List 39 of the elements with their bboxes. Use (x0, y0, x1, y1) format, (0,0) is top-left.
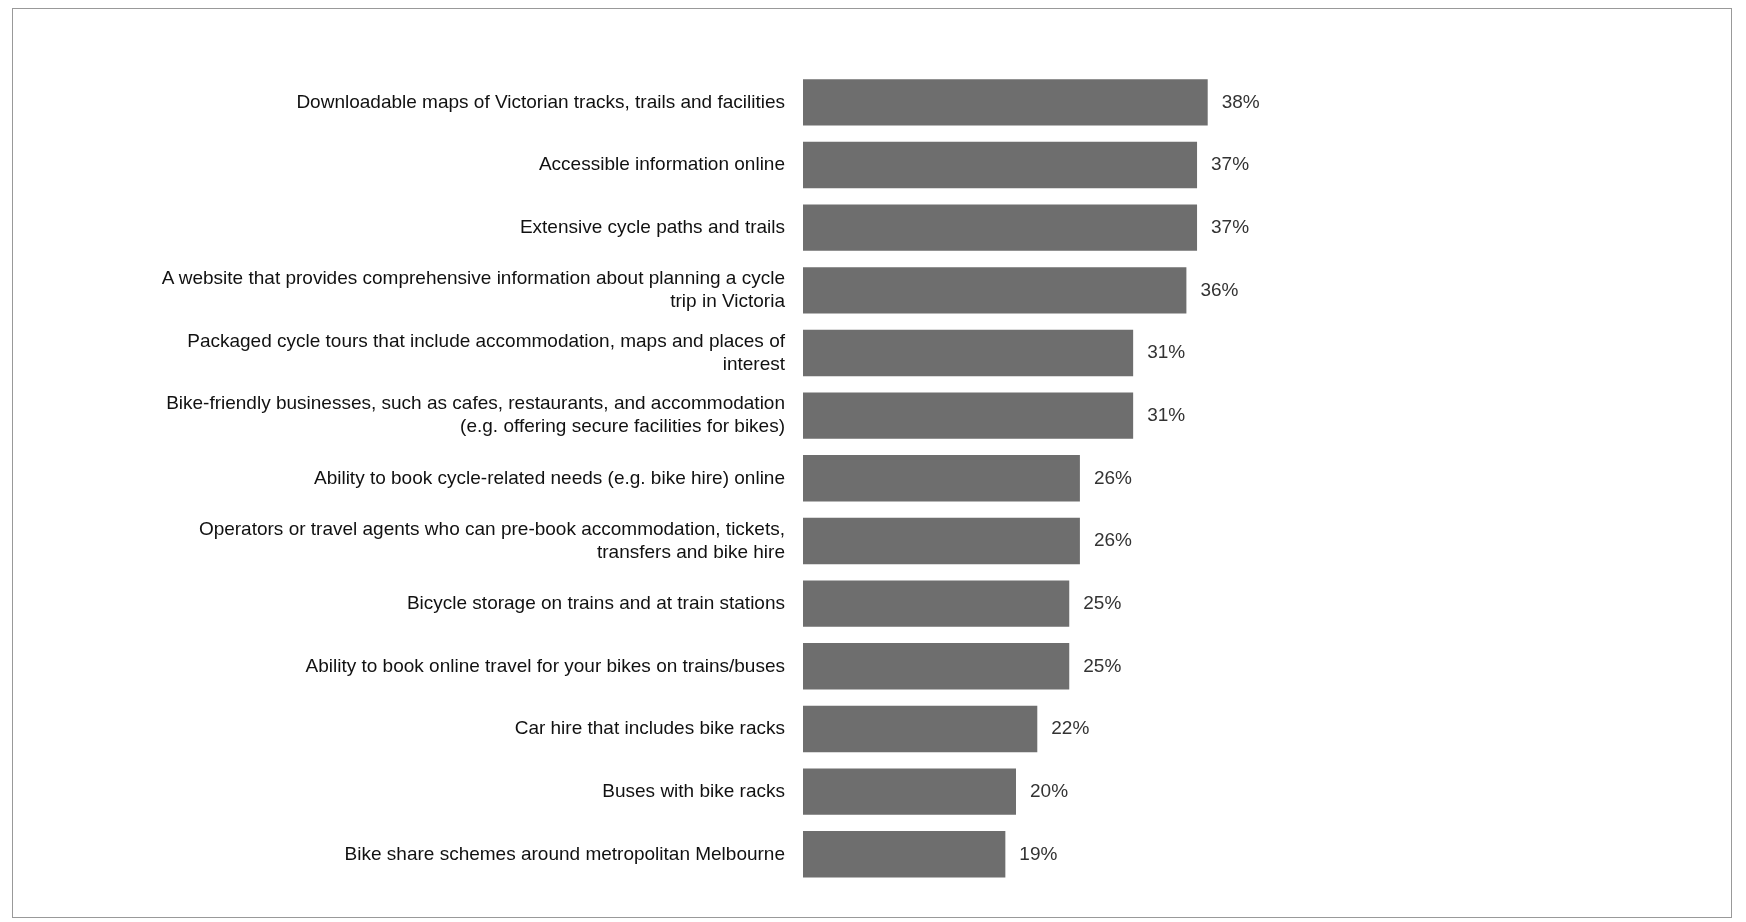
bar (803, 267, 1187, 314)
bar (803, 455, 1080, 502)
data-label: 22% (1051, 717, 1090, 739)
y-tick-label: Car hire that includes bike racks (514, 717, 785, 739)
bar (803, 517, 1080, 565)
data-label: 26% (1093, 529, 1133, 551)
data-label: 20% (1030, 779, 1069, 801)
data-label: 38% (1221, 90, 1260, 112)
data-label: 26% (1093, 466, 1133, 488)
y-tick-label: Downloadable maps of Victorian tracks, trails and facilities (296, 90, 785, 112)
bar (803, 768, 1016, 815)
data-label: 19% (1019, 842, 1058, 864)
bar (803, 204, 1198, 251)
bar (803, 831, 1006, 878)
y-tick-label: Operators or travel agents who can pre-book accommodation, tickets, transfers and bike hire (198, 517, 785, 562)
data-label: 31% (1147, 341, 1186, 363)
y-tick-label: A website that provides comprehensive information about planning a cycle trip in Victoria (161, 267, 786, 311)
data-label: 25% (1083, 654, 1122, 676)
y-tick-label: Accessible information online (538, 153, 785, 175)
y-tick-label: Ability to book cycle-related needs (e.g. bike hire) online (313, 466, 785, 488)
data-label: 36% (1200, 278, 1239, 300)
bar (803, 329, 1134, 377)
bar (803, 643, 1070, 690)
bar (803, 705, 1038, 753)
bar (803, 580, 1070, 627)
y-tick-label: Ability to book online travel for your bikes on trains/buses (305, 654, 785, 676)
data-label: 37% (1211, 215, 1250, 237)
data-label: 25% (1083, 591, 1122, 613)
bar (803, 141, 1198, 189)
bar (803, 392, 1134, 439)
y-tick-label: Bike share schemes around metropolitan Melbourne (344, 842, 785, 864)
y-tick-label: Packaged cycle tours that include accommodation, maps and places of interest (187, 329, 786, 374)
y-tick-label: Extensive cycle paths and trails (519, 215, 785, 237)
y-tick-label: Buses with bike racks (602, 779, 785, 801)
y-tick-label: Bicycle storage on trains and at train stations (406, 591, 785, 613)
bar (803, 79, 1208, 126)
data-label: 31% (1147, 403, 1186, 425)
data-label: 37% (1211, 153, 1250, 175)
y-tick-label: Bike-friendly businesses, such as cafes, restaurants, and accommodation (e.g. offering secure facilities for bikes) (166, 392, 785, 437)
